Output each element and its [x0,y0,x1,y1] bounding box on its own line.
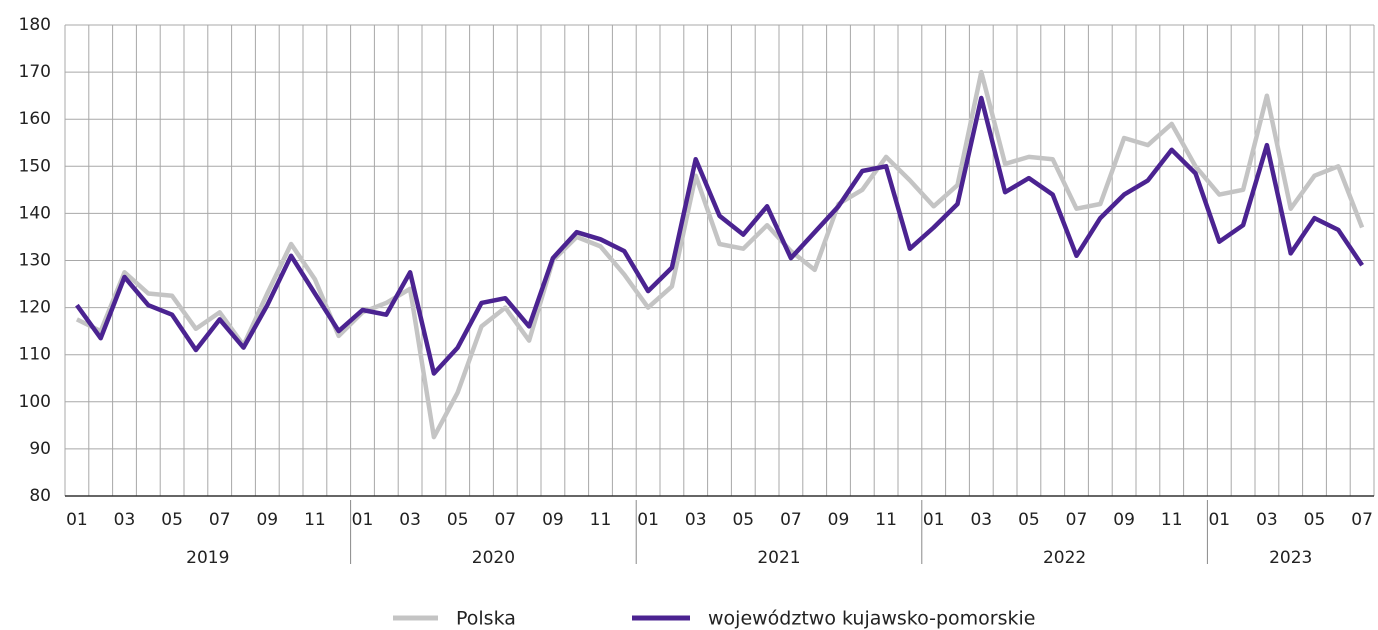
x-tick-label: 01 [352,510,374,530]
x-tick-label: 07 [780,510,802,530]
y-tick-label: 120 [19,298,51,318]
year-label: 2021 [757,548,800,568]
y-tick-label: 80 [29,486,51,506]
y-tick-label: 90 [29,439,51,459]
x-tick-label: 11 [304,510,326,530]
x-tick-label: 03 [1256,510,1278,530]
year-label: 2020 [472,548,515,568]
x-tick-label: 09 [256,510,278,530]
x-tick-label: 09 [542,510,564,530]
x-tick-label: 09 [828,510,850,530]
x-tick-label: 05 [161,510,183,530]
x-tick-label: 07 [209,510,231,530]
x-tick-label: 05 [1304,510,1326,530]
x-tick-label: 03 [114,510,136,530]
x-tick-label: 07 [1351,510,1373,530]
x-tick-label: 01 [637,510,659,530]
x-tick-label: 01 [1208,510,1230,530]
x-tick-label: 03 [685,510,707,530]
y-tick-label: 160 [19,109,51,129]
y-tick-label: 110 [19,345,51,365]
year-label: 2023 [1269,548,1312,568]
x-tick-label: 05 [447,510,469,530]
x-tick-label: 03 [970,510,992,530]
year-label: 2019 [186,548,229,568]
legend-label: Polska [456,608,516,630]
x-tick-label: 01 [66,510,88,530]
x-tick-label: 05 [1018,510,1040,530]
y-tick-label: 140 [19,203,51,223]
x-tick-label: 09 [1113,510,1135,530]
x-tick-label: 07 [494,510,516,530]
y-tick-label: 170 [19,62,51,82]
y-tick-label: 150 [19,156,51,176]
series-line [75,69,1365,440]
x-tick-label: 01 [923,510,945,530]
year-label: 2022 [1043,548,1086,568]
x-tick-label: 11 [875,510,897,530]
x-tick-label: 11 [1161,510,1183,530]
y-tick-label: 180 [19,15,51,35]
series-line [75,95,1364,376]
x-tick-label: 11 [590,510,612,530]
legend-label: województwo kujawsko-pomorskie [708,608,1035,630]
x-tick-label: 07 [1066,510,1088,530]
x-tick-label: 05 [732,510,754,530]
x-tick-label: 03 [399,510,421,530]
y-tick-label: 130 [19,251,51,271]
y-tick-label: 100 [19,392,51,412]
